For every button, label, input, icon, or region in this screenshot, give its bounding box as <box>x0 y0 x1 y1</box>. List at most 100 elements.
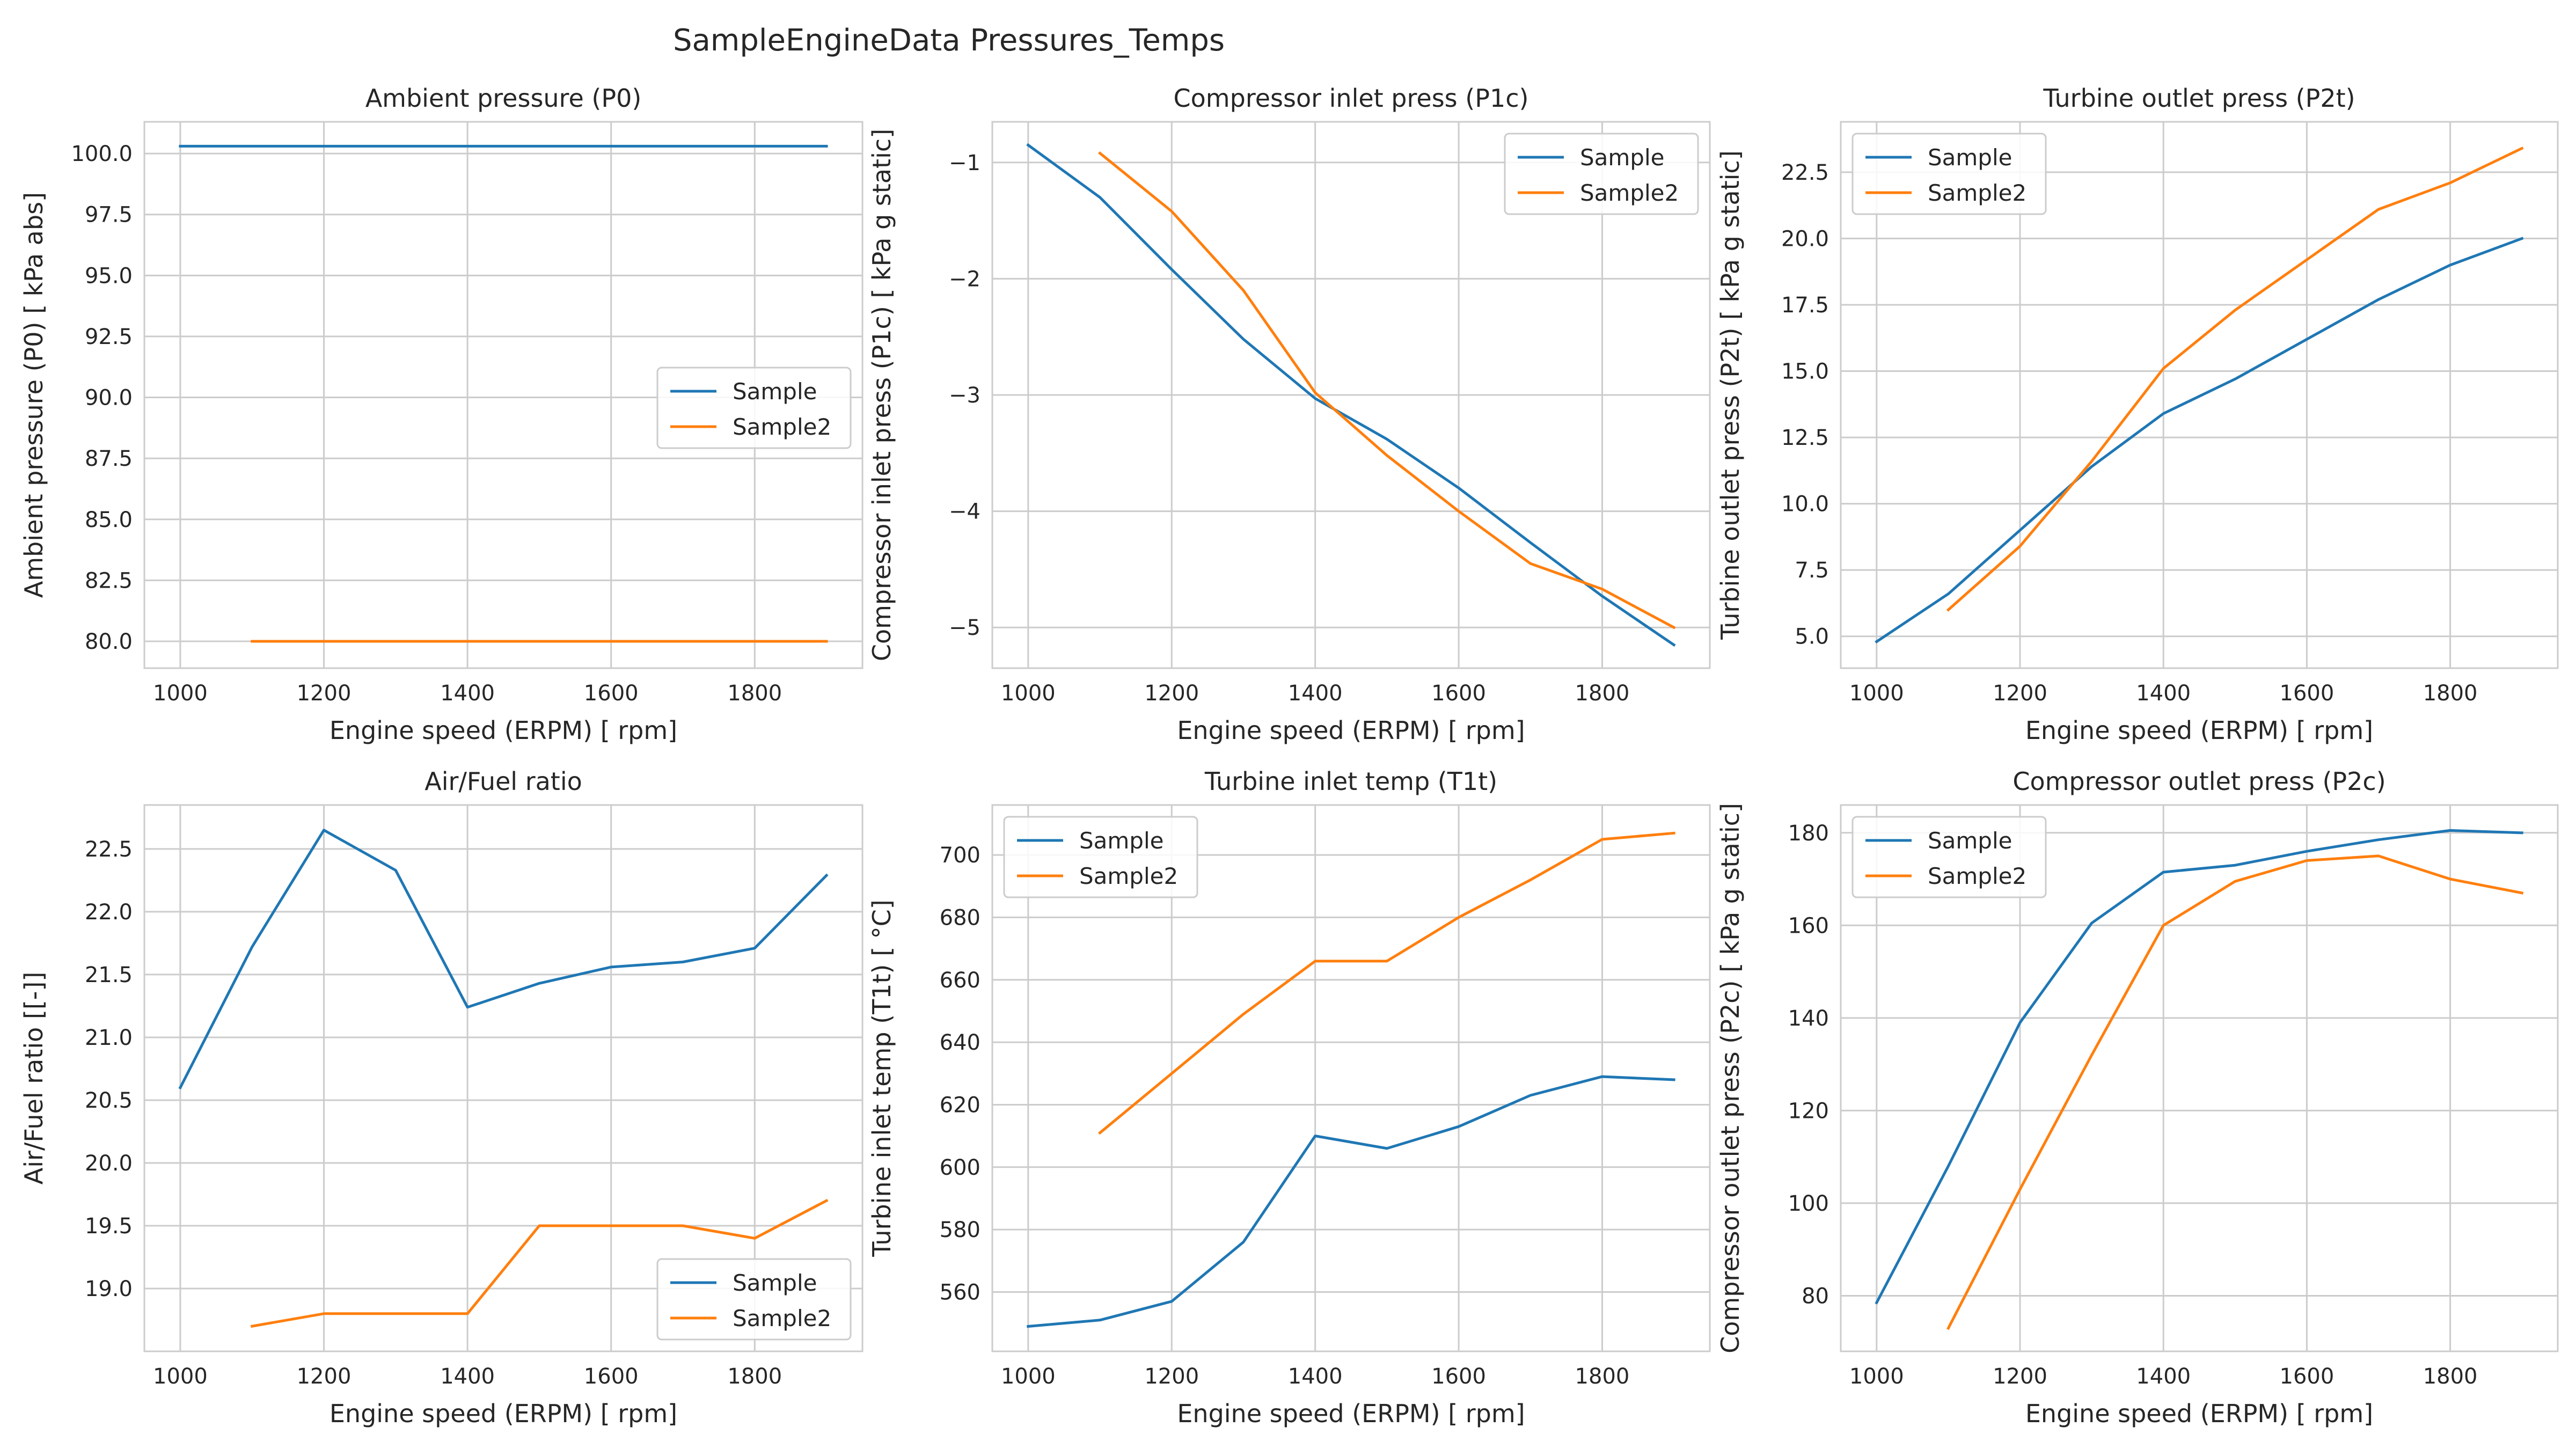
y-tick-label: 97.5 <box>85 203 133 228</box>
y-tick-label: −5 <box>949 616 980 640</box>
y-axis-label: Ambient pressure (P0) [ kPa abs] <box>19 192 48 598</box>
x-axis-label: Engine speed (ERPM) [ rpm] <box>2025 1399 2373 1428</box>
y-tick-label: 580 <box>940 1218 980 1242</box>
panel-title: Compressor inlet press (P1c) <box>1174 84 1529 113</box>
x-tick-label: 1800 <box>2423 681 2478 706</box>
x-tick-label: 1000 <box>1001 1364 1056 1389</box>
plot-frame <box>143 121 863 669</box>
panel-title: Turbine outlet press (P2t) <box>2043 84 2355 113</box>
x-tick-label: 1000 <box>1849 681 1904 706</box>
series-line-sample2 <box>1946 147 2524 612</box>
y-tick-label: 5.0 <box>1795 625 1829 649</box>
chart-panel-3: 1000 1200 1400 1600 1800 5.0 7.5 10.0 12.5 15.0 17… <box>1716 84 2559 745</box>
y-tick-label: 82.5 <box>85 568 133 593</box>
x-tick-label: 1800 <box>2423 1364 2478 1389</box>
legend-label: Sample <box>733 1270 817 1296</box>
x-tick-label: 1400 <box>2136 1364 2191 1389</box>
y-tick-label: 140 <box>1788 1006 1829 1031</box>
plot-frame <box>991 804 1711 1352</box>
y-tick-label: 620 <box>940 1093 980 1117</box>
x-axis-label: Engine speed (ERPM) [ rpm] <box>2025 716 2373 745</box>
y-tick-label: 17.5 <box>1781 293 1829 318</box>
x-tick-label: 1200 <box>1144 681 1199 706</box>
series-line-sample <box>1027 1075 1675 1328</box>
x-axis-label: Engine speed (ERPM) [ rpm] <box>330 1399 677 1428</box>
x-tick-label: 1000 <box>1001 681 1056 706</box>
y-tick-label: −3 <box>949 383 980 408</box>
x-tick-label: 1200 <box>297 681 352 706</box>
x-tick-label: 1800 <box>1575 1364 1630 1389</box>
plot-frame <box>1840 804 2559 1352</box>
y-tick-label: −1 <box>949 151 980 175</box>
plot-frame <box>143 804 863 1352</box>
series-line-sample2 <box>1946 854 2524 1330</box>
series-line-sample2 <box>1098 151 1676 630</box>
x-tick-label: 1200 <box>297 1364 352 1389</box>
y-tick-label: 92.5 <box>85 325 133 349</box>
legend: Sample Sample2 <box>1851 816 2047 898</box>
figure-title: SampleEngineData Pressures_Temps <box>673 23 1225 58</box>
y-tick-label: 19.5 <box>85 1214 133 1239</box>
legend-label: Sample <box>1580 144 1664 171</box>
x-tick-label: 1800 <box>727 681 782 706</box>
y-tick-label: 100.0 <box>71 142 133 166</box>
y-tick-label: 160 <box>1788 913 1829 938</box>
y-tick-label: 20.5 <box>85 1088 133 1113</box>
x-tick-label: 1600 <box>1431 1364 1486 1389</box>
x-tick-label: 1400 <box>2136 681 2191 706</box>
gridlines <box>144 805 862 1351</box>
chart-panels: 1000 1200 1400 1600 1800 80.0 82.5 85.0 87.5 90.0… <box>19 84 2559 1428</box>
y-tick-label: 600 <box>940 1155 980 1180</box>
x-tick-label: 1600 <box>584 1364 639 1389</box>
x-axis-label: Engine speed (ERPM) [ rpm] <box>1177 716 1525 745</box>
y-tick-label: 90.0 <box>85 386 133 411</box>
legend-label: Sample2 <box>1580 180 1679 206</box>
y-tick-label: 22.5 <box>85 837 133 862</box>
x-tick-label: 1000 <box>1849 1364 1904 1389</box>
y-tick-label: 87.5 <box>85 447 133 471</box>
y-tick-label: 100 <box>1788 1191 1829 1216</box>
y-axis-label: Turbine inlet temp (T1t) [ °C] <box>867 899 896 1257</box>
legend-label: Sample <box>1928 144 2012 171</box>
chart-panel-2: 1000 1200 1400 1600 1800 −5 −4 −3 −2 −1 Compressor… <box>867 84 1711 745</box>
y-tick-label: 120 <box>1788 1099 1829 1123</box>
legend: Sample Sample2 <box>1851 133 2047 215</box>
x-tick-label: 1600 <box>584 681 639 706</box>
x-tick-label: 1000 <box>153 1364 208 1389</box>
x-tick-label: 1600 <box>2280 681 2334 706</box>
panel-title: Air/Fuel ratio <box>425 767 582 796</box>
series-line-sample2 <box>1098 831 1675 1135</box>
legend-label: Sample2 <box>1928 180 2026 206</box>
x-tick-label: 1200 <box>1144 1364 1199 1389</box>
y-tick-label: 640 <box>940 1030 980 1055</box>
x-tick-label: 1400 <box>1288 1364 1343 1389</box>
x-tick-label: 1400 <box>1288 681 1343 706</box>
legend-label: Sample2 <box>733 1305 831 1331</box>
y-axis-label: Compressor outlet press (P2c) [ kPa g st… <box>1716 803 1745 1353</box>
y-tick-label: 80 <box>1802 1284 1829 1308</box>
y-tick-label: 660 <box>940 968 980 993</box>
legend: Sample Sample2 <box>656 367 852 449</box>
x-axis-label: Engine speed (ERPM) [ rpm] <box>330 716 677 745</box>
x-tick-label: 1200 <box>1993 1364 2047 1389</box>
series-line-sample <box>1875 237 2524 644</box>
series-line-sample2 <box>250 1198 829 1328</box>
y-tick-label: 7.5 <box>1795 558 1829 583</box>
chart-panel-4: 1000 1200 1400 1600 1800 19.0 19.5 20.0 20.5 21.0… <box>19 767 863 1428</box>
legend-label: Sample2 <box>1928 863 2026 889</box>
y-axis-label: Turbine outlet press (P2t) [ kPa g stati… <box>1716 150 1745 640</box>
series-line-sample <box>178 829 829 1089</box>
chart-panel-6: 1000 1200 1400 1600 1800 80 100 120 140 160 180 Com… <box>1716 767 2559 1428</box>
y-tick-label: 700 <box>940 843 980 868</box>
panel-title: Compressor outlet press (P2c) <box>2012 767 2385 796</box>
y-tick-label: 21.5 <box>85 963 133 987</box>
legend-label: Sample2 <box>733 414 831 440</box>
y-axis-label: Air/Fuel ratio [[-]] <box>19 972 48 1185</box>
y-tick-label: 180 <box>1788 821 1829 846</box>
series-line-sample <box>1026 143 1676 647</box>
y-tick-label: 95.0 <box>85 264 133 288</box>
y-tick-label: 20.0 <box>85 1151 133 1176</box>
y-tick-label: 12.5 <box>1781 426 1829 450</box>
y-axis-label: Compressor inlet press (P1c) [ kPa g sta… <box>867 129 896 661</box>
panel-title: Ambient pressure (P0) <box>365 84 642 113</box>
